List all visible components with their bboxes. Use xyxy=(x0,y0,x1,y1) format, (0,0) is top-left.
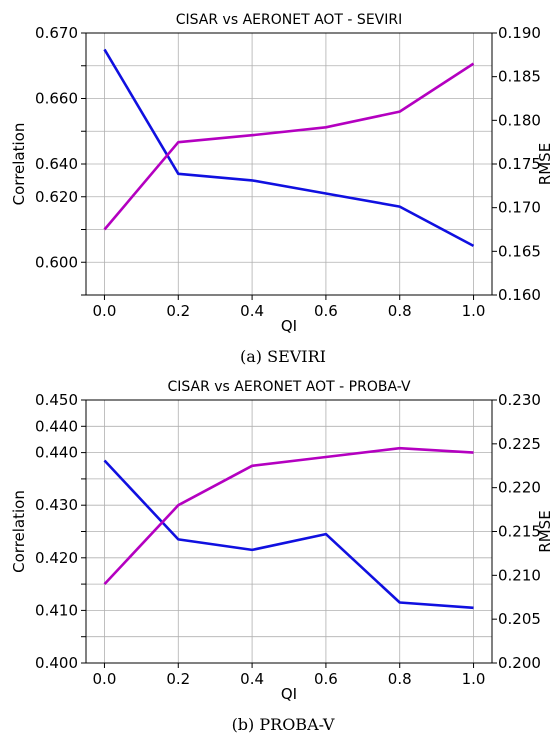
x-tick-label: 0.0 xyxy=(93,670,117,688)
x-tick-label: 0.4 xyxy=(240,670,264,688)
y-left-tick-label: 0.620 xyxy=(35,188,78,206)
y-right-axis-label: RMSE xyxy=(536,510,554,552)
x-tick-label: 1.0 xyxy=(462,670,486,688)
figure-caption: (b) PROBA-V xyxy=(232,715,335,734)
y-right-tick-label: 0.200 xyxy=(498,654,541,672)
y-right-tick-label: 0.160 xyxy=(498,286,541,304)
y-left-tick-label: 0.450 xyxy=(35,391,78,409)
y-left-tick-label: 0.660 xyxy=(35,90,78,108)
x-tick-label: 0.2 xyxy=(166,302,190,320)
y-right-tick-label: 0.215 xyxy=(498,523,541,541)
y-left-tick-label: 0.410 xyxy=(35,601,78,619)
x-tick-label: 0.8 xyxy=(388,302,412,320)
chart-panel-0: 0.0 0.2 0.4 0.6 0.8 1.0 0.600 0.620 0.640 0.660 0.… xyxy=(10,12,554,366)
x-tick-label: 0.6 xyxy=(314,670,338,688)
y-left-tick-label: 0.430 xyxy=(35,496,78,514)
y-left-tick-label: 0.600 xyxy=(35,253,78,271)
chart-title: CISAR vs AERONET AOT - PROBA-V xyxy=(167,379,410,395)
series-line-left xyxy=(103,48,475,248)
y-right-tick-label: 0.175 xyxy=(498,155,541,173)
y-right-tick-label: 0.185 xyxy=(498,68,541,86)
y-left-axis-label: Correlation xyxy=(10,123,28,206)
chart-panel-1: 0.0 0.2 0.4 0.6 0.8 1.0 0.400 0.410 0.420 0.430 0.… xyxy=(10,379,554,734)
y-left-tick-label: 0.420 xyxy=(35,549,78,567)
series-line-right xyxy=(103,446,474,585)
y-right-tick-label: 0.170 xyxy=(498,199,541,217)
y-left-axis-label: Correlation xyxy=(10,490,28,573)
x-axis-label: QI xyxy=(281,317,297,335)
y-left-tick-label: 0.400 xyxy=(35,654,78,672)
x-tick-label: 0.6 xyxy=(314,302,338,320)
x-tick-label: 1.0 xyxy=(462,302,486,320)
y-right-tick-label: 0.190 xyxy=(498,24,541,42)
y-left-tick-label: 0.640 xyxy=(35,155,78,173)
x-tick-label: 0.2 xyxy=(166,670,190,688)
y-right-tick-label: 0.220 xyxy=(498,479,541,497)
y-right-tick-label: 0.225 xyxy=(498,435,541,453)
y-left-tick-label: 0.670 xyxy=(35,24,78,42)
y-left-tick-label: 0.440 xyxy=(35,417,78,435)
y-right-tick-label: 0.210 xyxy=(498,566,541,584)
series-line-right xyxy=(103,62,475,231)
y-right-axis-label: RMSE xyxy=(536,143,554,185)
y-right-tick-label: 0.180 xyxy=(498,111,541,129)
y-right-tick-label: 0.230 xyxy=(498,391,541,409)
x-tick-label: 0.8 xyxy=(388,670,412,688)
x-tick-label: 0.0 xyxy=(93,302,117,320)
y-left-tick-label: 0.440 xyxy=(35,444,78,462)
x-tick-label: 0.4 xyxy=(240,302,264,320)
figure-caption: (a) SEVIRI xyxy=(240,347,326,366)
chart-title: CISAR vs AERONET AOT - SEVIRI xyxy=(176,12,402,28)
y-right-tick-label: 0.205 xyxy=(498,610,541,628)
series-line-left xyxy=(103,459,474,610)
x-axis-label: QI xyxy=(281,685,297,703)
y-right-tick-label: 0.165 xyxy=(498,242,541,260)
